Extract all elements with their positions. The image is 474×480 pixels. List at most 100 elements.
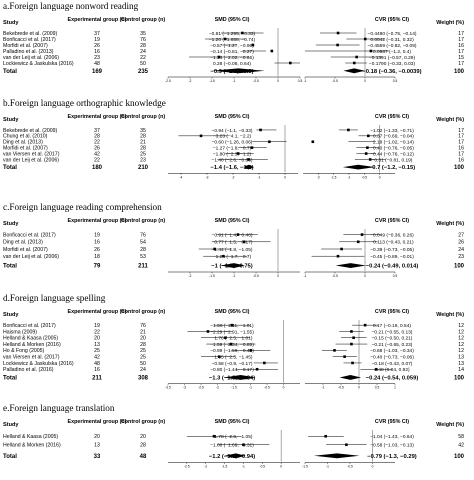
experimental-n: 19 <box>94 323 100 329</box>
smd-tick-label: -1.5 <box>222 465 228 469</box>
control-n: 28 <box>140 342 146 348</box>
smd-tick-label: -1 <box>233 79 236 83</box>
smd-point-box <box>263 361 266 365</box>
panel-title: c.Foreign language reading comprehension <box>3 202 162 212</box>
smd-point-box <box>268 140 271 144</box>
cvr-value: 0.48 (0.04, 0.92) <box>374 367 410 373</box>
smd-tick-label: -1 <box>258 175 261 179</box>
cvr-tick-label: -0.5 <box>362 175 368 179</box>
smd-summary-diamond <box>224 453 246 459</box>
smd-summary-diamond <box>224 375 256 380</box>
study-name: van Viersen et al. (2017) <box>3 354 60 360</box>
smd-tick-label: -3 <box>206 175 209 179</box>
cvr-value: −1.04 (−1.43, −0.64) <box>370 434 414 440</box>
header-study: Study <box>3 117 19 123</box>
study-name: Haisma (2009) <box>3 329 37 335</box>
smd-tick-label: -1.5 <box>231 386 237 390</box>
smd-summary-diamond <box>243 164 254 170</box>
study-name: van Viersen et al. (2017) <box>3 151 60 157</box>
experimental-n: 26 <box>94 43 100 49</box>
smd-tick-label: -2.5 <box>165 79 171 83</box>
total-control-n: 211 <box>138 264 148 270</box>
experimental-n: 16 <box>94 367 100 373</box>
header-weight: Weight (%) <box>436 221 464 227</box>
header-cvr: CVR (95% CI) <box>375 218 409 224</box>
experimental-n: 16 <box>94 240 100 246</box>
control-n: 25 <box>140 354 146 360</box>
smd-point-box <box>249 349 253 352</box>
cvr-value: −0.1790 (−0.33, 0.03) <box>369 61 416 67</box>
cvr-value: −0.113 (−0.43, 0.21) <box>370 240 414 246</box>
weight-value: 14 <box>458 367 464 373</box>
header-smd: SMD (95% CI) <box>215 218 250 224</box>
smd-point-box <box>236 152 240 155</box>
study-name: Bekebrede et al. (2009) <box>3 128 57 134</box>
header-control: Control group (n) <box>121 17 166 23</box>
cvr-point-box <box>368 158 372 161</box>
weight-value: 15 <box>458 55 464 61</box>
experimental-n: 20 <box>94 336 100 342</box>
header-control: Control group (n) <box>121 114 166 120</box>
cvr-value: −0.68 (−1.03, −0.34) <box>370 348 414 354</box>
study-name: Chung et al. (2010) <box>3 134 48 140</box>
experimental-n: 26 <box>94 145 100 151</box>
smd-summary-diamond <box>220 263 245 268</box>
experimental-n: 18 <box>94 254 100 260</box>
cvr-tick-label: -2 <box>317 175 320 179</box>
smd-point-box <box>247 158 250 161</box>
control-n: 22 <box>140 55 146 61</box>
cvr-point-box <box>351 361 354 365</box>
smd-tick-label: -1.5 <box>209 79 215 83</box>
smd-value: −0.77 (−1.5, −0.17) <box>212 240 253 246</box>
cvr-value: −0.37 (−0.69, −0.04) <box>370 134 414 140</box>
total-experimental-n: 79 <box>94 264 101 270</box>
header-cvr: CVR (95% CI) <box>375 309 409 315</box>
header-smd: SMD (95% CI) <box>215 17 250 23</box>
cvr-value: −0.21 (−0.55, 0.13) <box>372 329 413 335</box>
header-control: Control group (n) <box>121 218 166 224</box>
study-name: Bonficacci et al. (2017) <box>3 232 56 238</box>
smd-point-box <box>255 367 259 371</box>
cvr-value: 0.0042 (−0.31, 0.32) <box>370 37 414 43</box>
cvr-tick-label: -0.5 <box>332 274 338 278</box>
total-weight-value: 100 <box>454 69 465 75</box>
study-name: Helland & Kaasa (2005) <box>3 434 58 440</box>
weight-value: 24 <box>458 247 464 253</box>
smd-value: −1.95 (−2.5, −1.45) <box>212 354 253 360</box>
control-n: 24 <box>140 49 146 55</box>
cvr-tick-label: 0 <box>358 386 360 390</box>
smd-value: −1.20 (−1.658, −0.74) <box>209 37 256 43</box>
cvr-value: −0.1391 (−0.57, 0.29) <box>369 55 416 61</box>
smd-point-box <box>229 342 233 346</box>
weight-value: 17 <box>458 128 464 134</box>
smd-value: −1.76 (−2.5, −1.01) <box>212 336 253 342</box>
weight-value: 12 <box>458 342 464 348</box>
cvr-value: −0.4569 (−0.82, −0.09) <box>368 43 417 49</box>
study-name: Helland & Morken (2016) <box>3 342 61 348</box>
control-n: 24 <box>140 367 146 373</box>
control-n: 35 <box>140 128 146 134</box>
experimental-n: 19 <box>94 37 100 43</box>
smd-tick-label: -2 <box>189 79 192 83</box>
study-name: Helland & Morken (2016) <box>3 443 61 449</box>
smd-tick-label: 0.5 <box>298 79 303 83</box>
control-n: 28 <box>140 43 146 49</box>
total-cvr-value: −0.24 (−0.49, 0.014) <box>366 264 419 270</box>
control-n: 28 <box>140 134 146 140</box>
cvr-point-box <box>340 247 343 251</box>
header-smd: SMD (95% CI) <box>215 419 250 425</box>
control-n: 21 <box>140 140 146 146</box>
cvr-point-box <box>350 342 353 346</box>
total-weight-value: 100 <box>454 454 465 460</box>
total-smd-value: −1.4 (−1.6, −1.2) <box>210 165 253 171</box>
cvr-value: −0.44 (−0.76, −0.12) <box>370 151 414 157</box>
smd-point-box <box>212 434 216 438</box>
weight-value: 16 <box>458 157 464 163</box>
cvr-value: −0.4490 (−0.75, −0.14) <box>368 31 417 37</box>
experimental-n: 20 <box>94 434 100 440</box>
study-name: Ho & Fong (2005) <box>3 348 45 354</box>
weight-value: 17 <box>458 134 464 140</box>
cvr-tick-label: -1.5 <box>331 175 337 179</box>
cvr-summary-diamond <box>342 164 376 170</box>
